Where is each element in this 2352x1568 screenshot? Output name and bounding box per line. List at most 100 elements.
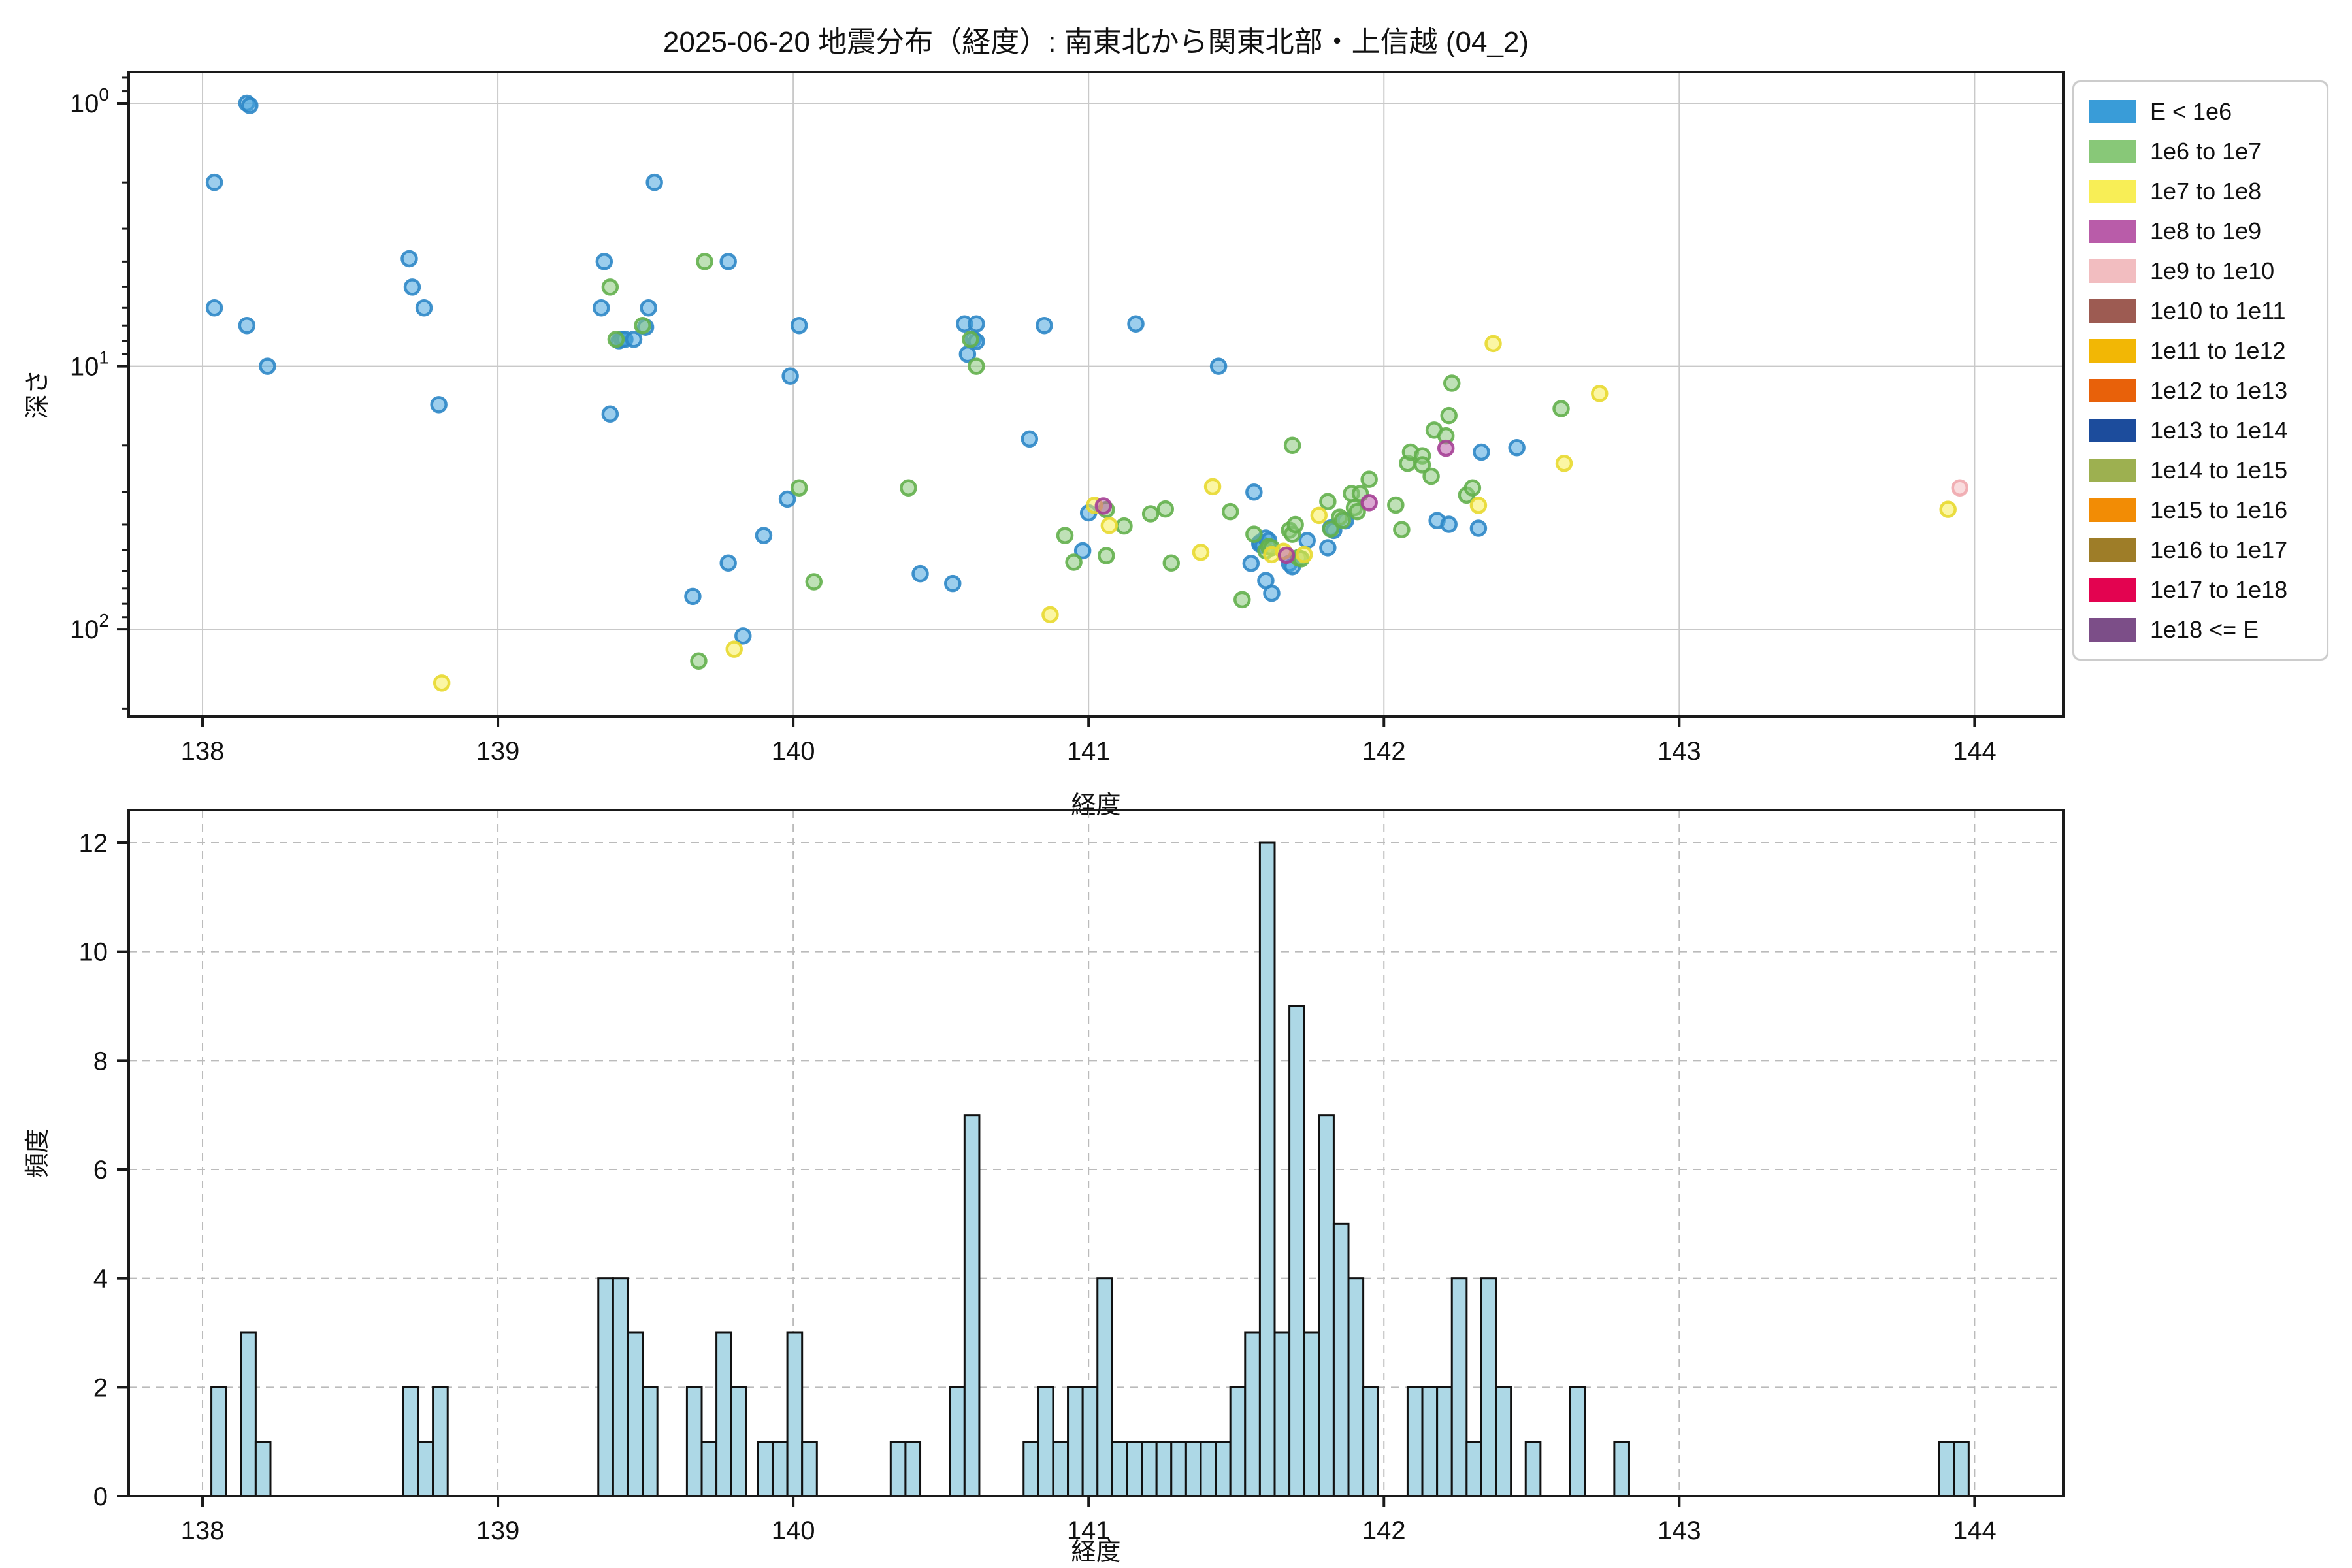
legend-swatch-icon [2089, 538, 2136, 562]
legend-item-11: 1e16 to 1e17 [2081, 530, 2320, 570]
hist-bar [1465, 1441, 1482, 1497]
data-point [1036, 316, 1053, 335]
data-point [696, 253, 713, 270]
hist-bar [757, 1441, 774, 1497]
legend-swatch-icon [2089, 139, 2136, 163]
data-point [1951, 479, 1969, 497]
data-point [1591, 385, 1609, 402]
hist-bar [240, 1331, 257, 1497]
hist-bar [1244, 1331, 1261, 1497]
data-point [1413, 456, 1431, 474]
scatter-ytick-label: 101 [70, 348, 109, 382]
hist-xtick-label: 138 [181, 1516, 225, 1545]
data-point [1041, 606, 1059, 624]
hist-bar [627, 1331, 644, 1497]
hist-bar [685, 1386, 703, 1497]
legend-item-9: 1e14 to 1e15 [2081, 450, 2320, 490]
hist-bar [612, 1277, 629, 1497]
scatter-xtick-label: 140 [772, 737, 815, 766]
hist-bar [1200, 1441, 1217, 1497]
legend-label: 1e16 to 1e17 [2150, 536, 2288, 563]
scatter-ylabel: 深さ [24, 369, 52, 419]
hist-bar [1524, 1441, 1542, 1497]
data-point [241, 97, 259, 114]
legend-swatch-icon [2089, 338, 2136, 363]
data-point [1245, 483, 1263, 501]
data-point [1115, 517, 1133, 535]
legend-label: 1e18 <= E [2150, 615, 2259, 643]
legend-swatch-icon [2089, 99, 2136, 123]
hist-ytick-label: 12 [79, 829, 108, 858]
data-point [1127, 315, 1145, 333]
hist-bar [1022, 1441, 1039, 1497]
data-point [607, 331, 625, 348]
data-point [684, 587, 702, 606]
hist-bar [786, 1331, 804, 1497]
data-point [1939, 500, 1957, 518]
data-point [734, 627, 752, 645]
legend-label: 1e15 to 1e16 [2150, 496, 2288, 523]
data-point [1319, 493, 1337, 510]
data-point [1277, 546, 1296, 564]
scatter-xlabel: 経度 [1071, 792, 1120, 819]
hist-xtick-label: 139 [476, 1516, 520, 1545]
hist-bar [1953, 1441, 1970, 1497]
legend-label: E < 1e6 [2150, 97, 2232, 125]
hist-xtick-label: 141 [1067, 1516, 1111, 1545]
data-point [1263, 584, 1281, 602]
hist-bar [1141, 1441, 1158, 1497]
data-point [1319, 539, 1337, 557]
scatter-xtick-label: 143 [1658, 737, 1701, 766]
hist-bar [1215, 1441, 1232, 1497]
hist-ytick-label: 0 [93, 1482, 108, 1511]
hist-bar [1303, 1331, 1320, 1497]
data-point [1221, 502, 1239, 521]
chart-title: 2025-06-20 地震分布（経度）: 南東北から関東北部・上信越 (04_2… [662, 26, 1529, 58]
legend-label: 1e9 to 1e10 [2150, 257, 2275, 284]
legend-label: 1e8 to 1e9 [2150, 217, 2262, 244]
hist-bar [949, 1386, 966, 1497]
hist-bar [1067, 1386, 1084, 1497]
scatter-xtick-label: 144 [1953, 737, 1997, 766]
data-point [1508, 438, 1526, 457]
data-point [640, 299, 657, 317]
data-point [790, 479, 808, 497]
legend-swatch-icon [2089, 179, 2136, 203]
hist-bar [1613, 1441, 1630, 1497]
data-point [1245, 525, 1263, 543]
legend-label: 1e10 to 1e11 [2150, 297, 2286, 324]
legend-item-6: 1e11 to 1e12 [2081, 331, 2320, 370]
hist-bar [904, 1441, 922, 1497]
legend-swatch-icon [2089, 299, 2136, 323]
hist-bar [801, 1441, 818, 1497]
hist-bar [715, 1331, 732, 1497]
data-point [1443, 374, 1461, 392]
data-point [1162, 554, 1181, 572]
legend-swatch-icon [2089, 259, 2136, 283]
data-point [1484, 335, 1502, 353]
hist-bar [889, 1441, 907, 1497]
scatter-xtick-label: 141 [1067, 737, 1111, 766]
hist-bar [1480, 1277, 1497, 1497]
data-point [1463, 479, 1482, 497]
hist-xtick-label: 142 [1362, 1516, 1406, 1545]
scatter-xtick-label: 142 [1362, 737, 1406, 766]
legend-label: 1e11 to 1e12 [2150, 336, 2286, 364]
data-point [645, 173, 663, 191]
data-point [601, 278, 619, 296]
data-point [1310, 506, 1328, 525]
series-0 [205, 94, 1526, 645]
data-point [595, 253, 613, 270]
hist-bar [1258, 841, 1276, 1497]
hist-ytick-label: 2 [93, 1373, 108, 1402]
legend-item-4: 1e9 to 1e10 [2081, 251, 2320, 291]
legend-item-13: 1e18 <= E [2081, 610, 2320, 649]
data-point [1469, 519, 1488, 537]
hist-bar [1938, 1441, 1955, 1497]
data-point [900, 479, 917, 497]
legend-label: 1e6 to 1e7 [2150, 137, 2262, 165]
data-point [962, 331, 979, 348]
legend: E < 1e6 1e6 to 1e7 1e7 to 1e8 1e8 to 1e9 1e9… [2072, 80, 2328, 661]
hist-bar [1184, 1441, 1202, 1497]
data-point [1440, 406, 1458, 425]
